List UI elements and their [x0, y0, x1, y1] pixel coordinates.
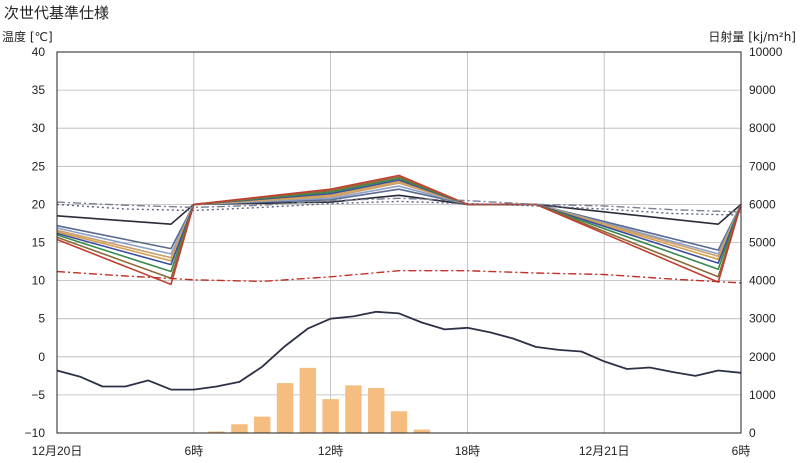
x-tick-label: 12時 [318, 444, 343, 458]
x-tick-label: 12月20日 [32, 444, 83, 458]
y-left-tick-label: −5 [31, 388, 45, 402]
y-right-tick-label: 2000 [749, 350, 776, 364]
room-temperature-line [56, 177, 742, 273]
y-left-tick-label: 25 [32, 159, 46, 173]
y-right-tick-label: 10000 [749, 45, 783, 59]
solar-bar [345, 385, 362, 433]
chart-title: 次世代基準仕様 [4, 4, 110, 22]
y-left-tick-label: 35 [32, 83, 46, 97]
axes-layer: 4035302520151050−5−101000090008000700060… [25, 45, 783, 458]
outdoor-temperature-line [56, 310, 742, 391]
room-temperature-line [56, 185, 742, 255]
room-temperature-line [56, 188, 742, 251]
upper-dashdot-line [56, 197, 742, 213]
y-left-tick-label: −10 [25, 426, 46, 440]
upper-dotted-line [56, 200, 742, 216]
room-temperature-line [56, 180, 742, 262]
y-axis-left-label: 温度 [℃] [2, 30, 53, 44]
y-right-tick-label: 9000 [749, 83, 776, 97]
solar-bar [253, 416, 271, 433]
x-tick-label: 12月21日 [579, 444, 630, 458]
solar-bar [413, 429, 431, 433]
solar-bar [322, 399, 339, 433]
room-temperature-line [56, 179, 742, 266]
solar-bar [367, 388, 385, 433]
y-left-tick-label: 30 [32, 121, 46, 135]
y-right-tick-label: 8000 [749, 121, 776, 135]
room-temperature-line [56, 176, 742, 280]
grid-layer [56, 51, 742, 434]
solar-bars-layer [208, 367, 431, 433]
red-dashdot-line [56, 270, 742, 284]
y-right-tick-label: 4000 [749, 274, 776, 288]
y-right-tick-label: 5000 [749, 236, 776, 250]
x-tick-label: 6時 [732, 444, 751, 458]
x-tick-label: 18時 [455, 444, 480, 458]
room-temperature-line [56, 174, 742, 286]
y-axis-right-label: 日射量 [kj/m²h] [708, 30, 796, 44]
y-left-tick-label: 20 [32, 197, 46, 211]
solar-bar [231, 424, 248, 433]
y-left-tick-label: 10 [32, 274, 46, 288]
y-left-tick-label: 40 [32, 45, 46, 59]
y-right-tick-label: 1000 [749, 388, 776, 402]
y-right-tick-label: 3000 [749, 312, 776, 326]
solar-bar [390, 411, 408, 433]
series-layer [56, 174, 742, 391]
y-right-tick-label: 6000 [749, 197, 776, 211]
plot-frame [56, 51, 742, 434]
x-tick-label: 6時 [184, 444, 203, 458]
solar-bar [208, 431, 225, 433]
y-left-tick-label: 5 [38, 312, 45, 326]
y-right-tick-label: 0 [749, 426, 756, 440]
y-right-tick-label: 7000 [749, 159, 776, 173]
y-left-tick-label: 0 [38, 350, 45, 364]
y-left-tick-label: 15 [32, 236, 46, 250]
room-temperature-line [56, 194, 742, 225]
solar-bar [276, 383, 294, 433]
solar-bar [299, 367, 317, 433]
